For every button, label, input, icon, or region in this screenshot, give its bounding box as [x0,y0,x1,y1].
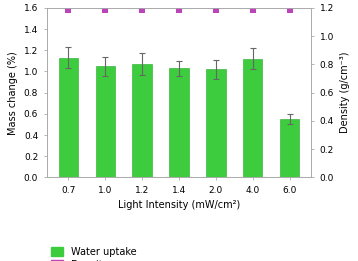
Point [139,8,145,12]
X-axis label: Light Intensity (mW/cm²): Light Intensity (mW/cm²) [118,200,240,210]
Bar [280,119,299,177]
Bar [243,59,262,177]
Bar [132,64,152,177]
Point [287,8,293,12]
Point [65,8,71,12]
Bar [206,69,226,177]
Legend: Water uptake, Density: Water uptake, Density [52,247,136,261]
Y-axis label: Density (g/cm⁻³): Density (g/cm⁻³) [340,52,350,133]
Point [176,8,182,12]
Point [250,8,256,12]
Point [213,8,219,12]
Bar [59,58,78,177]
Bar [96,66,115,177]
Bar [169,68,189,177]
Point [102,8,108,12]
Y-axis label: Mass change (%): Mass change (%) [8,51,18,134]
